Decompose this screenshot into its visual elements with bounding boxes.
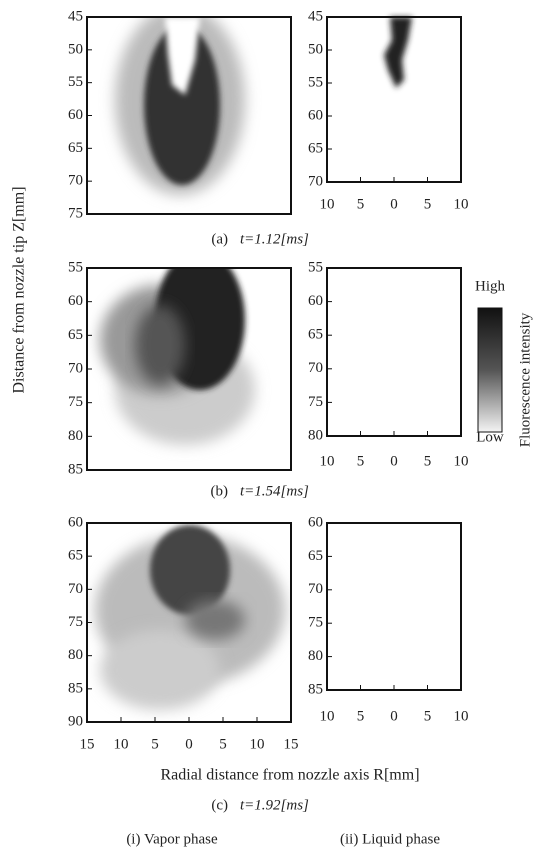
vapor-image bbox=[115, 17, 245, 195]
x-tick-label: 5 bbox=[424, 196, 432, 212]
y-tick-label: 65 bbox=[68, 140, 83, 156]
y-tick-label: 65 bbox=[68, 548, 83, 564]
liquid-image bbox=[384, 17, 412, 88]
x-tick-label: 10 bbox=[250, 736, 265, 752]
y-tick-label: 60 bbox=[68, 107, 83, 123]
y-tick-label: 75 bbox=[68, 205, 83, 221]
y-tick-label: 80 bbox=[68, 428, 83, 444]
y-tick-label: 80 bbox=[308, 427, 323, 443]
y-tick-label: 50 bbox=[68, 41, 83, 57]
y-tick-label: 55 bbox=[308, 259, 323, 275]
colorbar-label: Fluorescence intensity bbox=[517, 312, 533, 447]
y-tick-label: 60 bbox=[308, 107, 323, 123]
y-tick-label: 55 bbox=[68, 259, 83, 275]
y-tick-label: 65 bbox=[308, 327, 323, 343]
y-tick-label: 80 bbox=[308, 648, 323, 664]
colorbar bbox=[477, 307, 503, 433]
x-tick-label: 5 bbox=[151, 736, 159, 752]
x-tick-label: 0 bbox=[390, 453, 398, 469]
y-tick-label: 45 bbox=[308, 8, 323, 24]
x-tick-label: 5 bbox=[424, 453, 432, 469]
phase-label: (i) Vapor phase bbox=[126, 831, 218, 847]
x-tick-label: 0 bbox=[185, 736, 193, 752]
x-tick-label: 0 bbox=[390, 196, 398, 212]
y-tick-label: 75 bbox=[68, 394, 83, 410]
y-tick-label: 90 bbox=[68, 713, 83, 729]
caption-label: (c) bbox=[211, 797, 228, 813]
caption-time: t=1.12[ms] bbox=[240, 231, 309, 247]
y-tick-label: 55 bbox=[308, 74, 323, 90]
y-tick-label: 70 bbox=[308, 581, 323, 597]
y-tick-label: 75 bbox=[308, 394, 323, 410]
caption-label: (b) bbox=[211, 483, 229, 499]
y-tick-label: 60 bbox=[68, 293, 83, 309]
y-tick-label: 85 bbox=[68, 680, 83, 696]
colorbar-high: High bbox=[475, 278, 506, 294]
y-tick-label: 60 bbox=[308, 514, 323, 530]
x-tick-label: 10 bbox=[320, 196, 335, 212]
caption-label: (a) bbox=[211, 231, 228, 247]
y-tick-label: 85 bbox=[308, 681, 323, 697]
liquid-frame bbox=[326, 267, 462, 437]
x-tick-label: 5 bbox=[424, 708, 432, 724]
y-tick-label: 60 bbox=[308, 293, 323, 309]
y-tick-label: 80 bbox=[68, 647, 83, 663]
vapor-image bbox=[95, 525, 285, 710]
y-axis-label: Distance from nozzle tip Z[mm] bbox=[11, 186, 28, 393]
x-tick-label: 5 bbox=[357, 453, 365, 469]
y-tick-label: 70 bbox=[308, 360, 323, 376]
x-tick-label: 5 bbox=[219, 736, 227, 752]
y-tick-label: 70 bbox=[68, 360, 83, 376]
caption-time: t=1.92[ms] bbox=[240, 797, 309, 813]
x-tick-label: 10 bbox=[454, 453, 469, 469]
colorbar-low: Low bbox=[476, 429, 504, 445]
x-tick-label: 10 bbox=[454, 196, 469, 212]
x-tick-label: 10 bbox=[320, 453, 335, 469]
x-axis-label: Radial distance from nozzle axis R[mm] bbox=[160, 767, 419, 784]
y-tick-label: 50 bbox=[308, 41, 323, 57]
y-tick-label: 70 bbox=[308, 173, 323, 189]
x-tick-label: 15 bbox=[284, 736, 299, 752]
y-tick-label: 45 bbox=[68, 8, 83, 24]
x-tick-label: 5 bbox=[357, 708, 365, 724]
y-tick-label: 65 bbox=[308, 140, 323, 156]
y-tick-label: 55 bbox=[68, 74, 83, 90]
y-tick-label: 60 bbox=[68, 514, 83, 530]
y-tick-label: 70 bbox=[68, 173, 83, 189]
x-tick-label: 10 bbox=[114, 736, 129, 752]
x-tick-label: 10 bbox=[454, 708, 469, 724]
y-tick-label: 65 bbox=[308, 548, 323, 564]
y-tick-label: 85 bbox=[68, 461, 83, 477]
x-tick-label: 10 bbox=[320, 708, 335, 724]
liquid-frame bbox=[326, 522, 462, 691]
y-tick-label: 75 bbox=[68, 614, 83, 630]
y-tick-label: 65 bbox=[68, 327, 83, 343]
x-tick-label: 15 bbox=[80, 736, 95, 752]
x-tick-label: 0 bbox=[390, 708, 398, 724]
caption-time: t=1.54[ms] bbox=[240, 483, 309, 499]
vapor-image bbox=[100, 268, 255, 445]
y-tick-label: 70 bbox=[68, 581, 83, 597]
y-tick-label: 75 bbox=[308, 615, 323, 631]
x-tick-label: 5 bbox=[357, 196, 365, 212]
phase-label: (ii) Liquid phase bbox=[340, 831, 440, 847]
